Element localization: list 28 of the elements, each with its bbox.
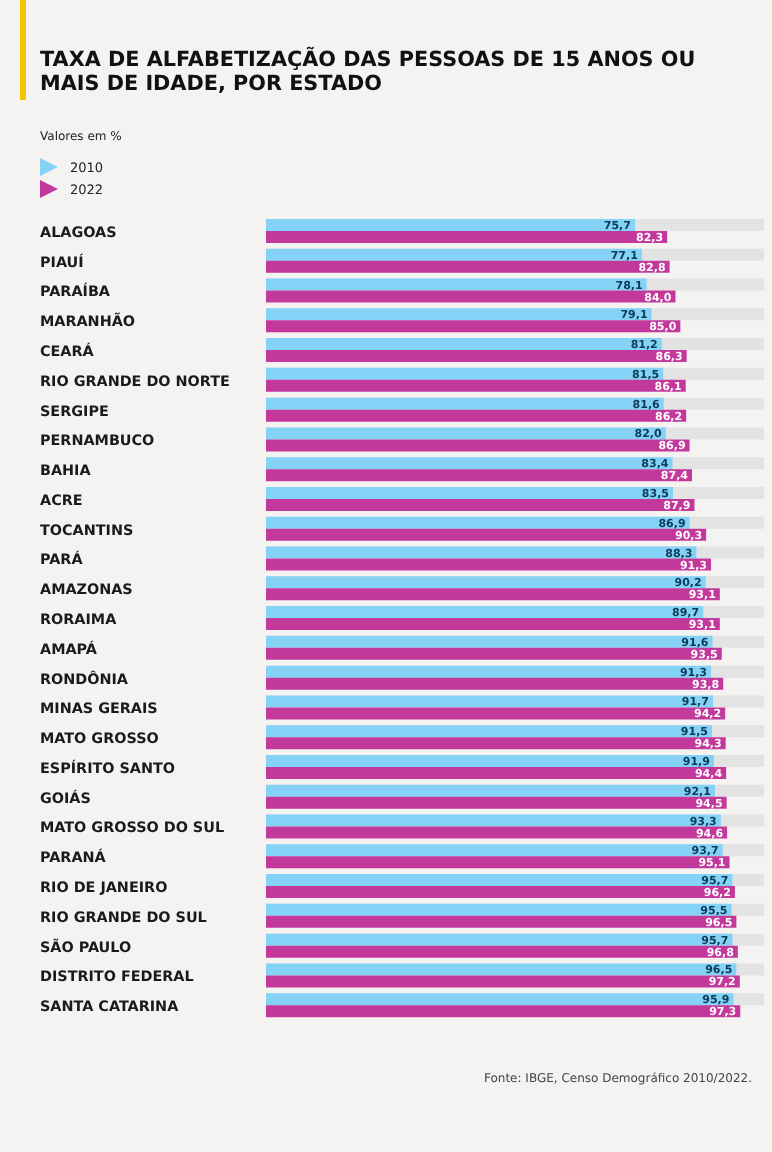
chart-title: TAXA DE ALFABETIZAÇÃO DAS PESSOAS DE 15 ANOS OU MAIS DE IDADE, POR ESTADO	[40, 48, 698, 96]
bar	[266, 707, 726, 720]
bar	[266, 469, 693, 482]
bar	[266, 618, 720, 631]
bar	[266, 528, 707, 541]
bar	[266, 737, 726, 750]
bar	[266, 498, 695, 511]
bar	[266, 260, 670, 273]
bar	[266, 439, 690, 452]
bar	[266, 796, 727, 809]
bar	[266, 1005, 741, 1018]
bar	[266, 856, 730, 869]
bar	[266, 558, 712, 571]
bar	[266, 886, 735, 899]
bar	[266, 290, 676, 303]
bar	[266, 588, 720, 601]
bar	[266, 915, 737, 928]
bar	[266, 379, 686, 392]
bar	[266, 826, 728, 839]
bar	[266, 677, 724, 690]
bar	[266, 409, 687, 422]
bar	[266, 647, 722, 660]
bar	[266, 945, 738, 958]
bar	[266, 975, 740, 988]
bar	[266, 766, 727, 779]
bar	[266, 320, 681, 333]
bar	[266, 350, 687, 363]
bar	[266, 230, 668, 243]
